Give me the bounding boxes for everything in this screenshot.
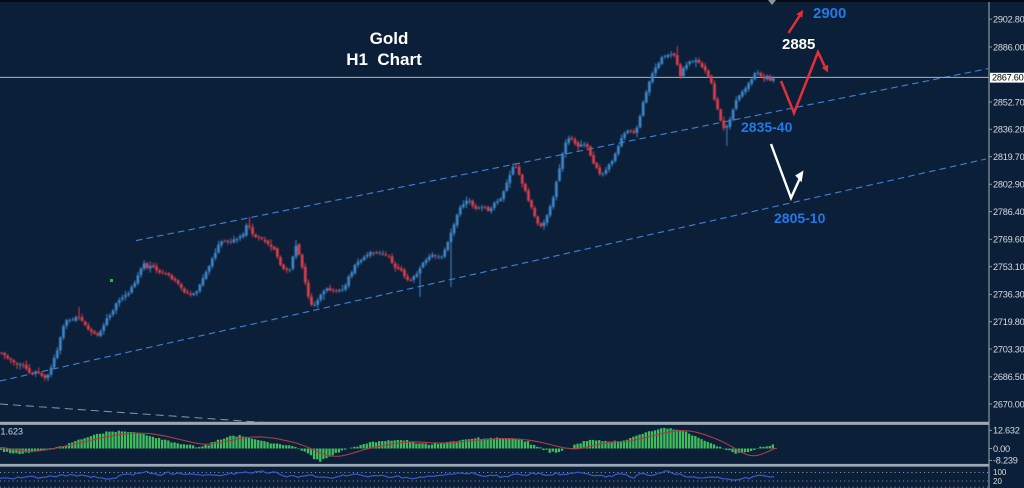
svg-text:2835-40: 2835-40 [741, 119, 793, 135]
svg-text:12.632: 12.632 [993, 426, 1020, 436]
svg-text:2736.30: 2736.30 [993, 290, 1024, 300]
svg-text:2719.80: 2719.80 [993, 317, 1024, 327]
svg-text:100: 100 [993, 468, 1007, 477]
svg-text:2753.10: 2753.10 [993, 262, 1024, 272]
svg-text:2867.60: 2867.60 [992, 73, 1024, 83]
svg-text:2802.90: 2802.90 [993, 180, 1024, 190]
svg-text:2886.00: 2886.00 [993, 42, 1024, 52]
svg-text:2670.00: 2670.00 [993, 399, 1024, 409]
svg-text:2902.80: 2902.80 [993, 15, 1024, 25]
svg-text:2805-10: 2805-10 [774, 210, 826, 226]
svg-text:2703.30: 2703.30 [993, 344, 1024, 354]
svg-text:2900: 2900 [813, 5, 846, 22]
svg-text:2885: 2885 [782, 36, 815, 53]
svg-text:2686.50: 2686.50 [993, 372, 1024, 382]
svg-text:-8.239: -8.239 [993, 456, 1018, 466]
svg-text:2786.40: 2786.40 [993, 207, 1024, 217]
svg-text:H1 Chart: H1 Chart [346, 50, 422, 69]
svg-text:20: 20 [993, 477, 1002, 486]
svg-text:Gold: Gold [370, 29, 409, 48]
svg-text:0.00: 0.00 [993, 444, 1010, 454]
svg-text:2769.60: 2769.60 [993, 235, 1024, 245]
svg-text:1.623: 1.623 [1, 427, 24, 437]
svg-text:2819.70: 2819.70 [993, 152, 1024, 162]
svg-text:2836.20: 2836.20 [993, 125, 1024, 135]
svg-text:2852.70: 2852.70 [993, 97, 1024, 107]
